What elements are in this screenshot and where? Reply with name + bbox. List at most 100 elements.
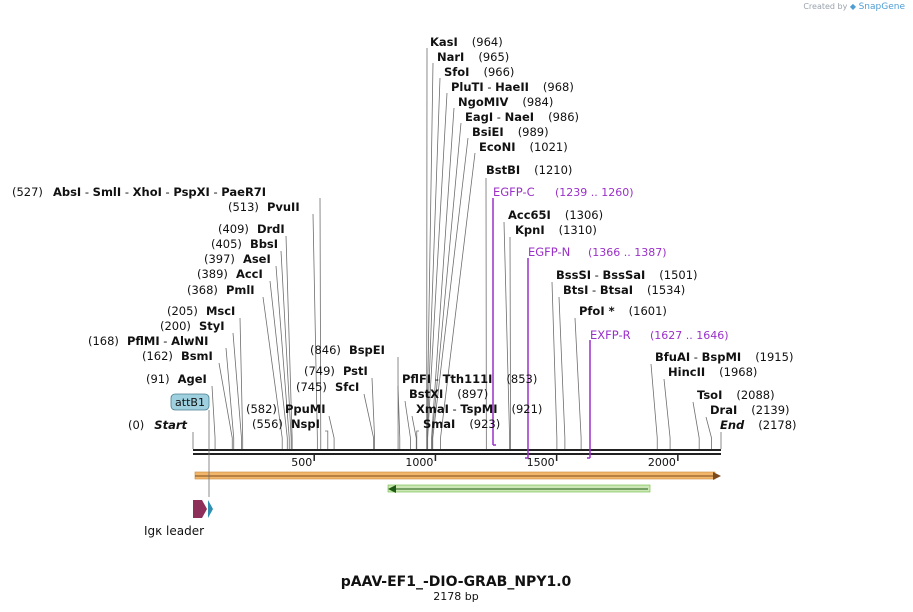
enzyme-sfci[interactable]: (745) SfcI xyxy=(296,380,359,394)
enzyme-leader-line xyxy=(218,362,233,449)
enzyme-leader-line xyxy=(262,296,283,449)
map-title: pAAV-EF1_-DIO-GRAB_NPY1.0 xyxy=(341,574,572,590)
enzyme-bsiei[interactable]: BsiEI (989) xyxy=(472,125,549,139)
ruler-ticks: 500 1000 1500 2000 xyxy=(291,454,679,469)
enzyme-leader-lines xyxy=(192,47,722,449)
enzyme-leader-line xyxy=(225,347,235,449)
feature-green-span[interactable] xyxy=(387,484,651,493)
enzyme-leader-line xyxy=(509,236,511,449)
feature-arrow-right-icon xyxy=(713,472,721,480)
igk-arrow-icon xyxy=(193,500,207,518)
enzyme-acci[interactable]: (389) AccI xyxy=(197,267,263,281)
enzyme-styi[interactable]: (200) StyI xyxy=(160,319,225,333)
feature-arrow-left-icon xyxy=(388,485,396,493)
enzyme-nari[interactable]: NarI (965) xyxy=(437,50,509,64)
enzyme-leader-line xyxy=(427,92,448,449)
enzyme-leader-line xyxy=(503,221,511,449)
enzyme-leader-line xyxy=(269,280,288,449)
enzyme-asei[interactable]: (397) AseI xyxy=(204,252,271,266)
created-by-text: Created by xyxy=(803,2,848,11)
start-label: (0) Start xyxy=(128,418,188,432)
enzyme-leader-line xyxy=(431,122,462,449)
enzyme-leader-line xyxy=(363,393,375,449)
enzyme-hincii[interactable]: HincII (1968) xyxy=(668,365,757,379)
enzyme-leader-line xyxy=(663,378,671,449)
snapgene-logo-icon: ◆ xyxy=(849,2,857,11)
enzyme-leader-line xyxy=(211,385,216,449)
enzyme-xmai-tspmi[interactable]: XmaI - TspMI (921) xyxy=(416,402,542,416)
enzyme-absi-group[interactable]: (527) AbsI - SmlI - XhoI - PspXI - PaeR7I xyxy=(12,185,266,199)
enzyme-nspi[interactable]: (556) NspI xyxy=(252,417,320,431)
snapgene-credit: Created by ◆ SnapGene xyxy=(803,2,905,12)
enzyme-leader-line xyxy=(551,281,558,449)
enzyme-pflfi-tth111i[interactable]: PflFI - Tth111I (853) xyxy=(402,372,537,386)
enzyme-leader-line xyxy=(371,377,375,449)
enzyme-bstxi[interactable]: BstXI (897) xyxy=(409,387,488,401)
enzyme-leader-line xyxy=(280,250,292,449)
enzyme-btsi-btsai[interactable]: BtsI - BtsaI (1534) xyxy=(563,283,685,297)
enzyme-bspei[interactable]: (846) BspEI xyxy=(310,343,385,357)
enzyme-acc65i[interactable]: Acc65I (1306) xyxy=(508,208,603,222)
attb1-label: attB1 xyxy=(175,396,205,409)
enzyme-bfuai-bspmi[interactable]: BfuAI - BspMI (1915) xyxy=(655,350,793,364)
feature-orange-span[interactable] xyxy=(194,471,721,480)
enzyme-agei[interactable]: (91) AgeI xyxy=(146,372,207,386)
ruler-tick-label: 2000 xyxy=(648,456,676,469)
enzyme-leader-line xyxy=(692,401,700,449)
enzyme-bbsi[interactable]: (405) BbsI xyxy=(211,237,278,251)
igk-label: Igκ leader xyxy=(144,524,204,538)
enzyme-pluti-haeii[interactable]: PluTI - HaeII (968) xyxy=(451,80,574,94)
primer-range: (1239 .. 1260) xyxy=(555,186,634,199)
primer-name: EXFP-R xyxy=(590,328,631,342)
attb1-box xyxy=(170,393,210,411)
enzyme-kasi[interactable]: KasI (964) xyxy=(430,35,503,49)
enzyme-drdi[interactable]: (409) DrdI xyxy=(218,222,285,236)
primer-egfp-c[interactable]: EGFP-C (1239 .. 1260) xyxy=(492,185,634,446)
primer-range: (1366 .. 1387) xyxy=(588,246,667,259)
enzyme-pflmi-alwni[interactable]: (168) PflMI - AlwNI xyxy=(88,334,208,348)
enzyme-leader-line xyxy=(312,213,318,449)
snapgene-brand: SnapGene xyxy=(858,2,905,12)
enzyme-leader-line xyxy=(232,332,242,449)
enzyme-leader-line xyxy=(431,107,455,449)
enzyme-bstbi[interactable]: BstBI (1210) xyxy=(486,163,572,177)
enzyme-leader-line xyxy=(285,235,293,449)
primer-egfp-n[interactable]: EGFP-N (1366 .. 1387) xyxy=(525,245,667,459)
teal-feature-icon xyxy=(208,500,213,518)
enzyme-ngomiv[interactable]: NgoMIV (984) xyxy=(458,95,553,109)
enzyme-kpni[interactable]: KpnI (1310) xyxy=(515,223,597,237)
enzyme-leader-line xyxy=(426,77,441,449)
enzyme-msci[interactable]: (205) MscI xyxy=(167,304,235,318)
enzyme-pfoi[interactable]: PfoI * (1601) xyxy=(579,304,667,318)
enzyme-bsssi-bsssai[interactable]: BssSI - BssSaI (1501) xyxy=(556,268,698,282)
enzyme-leader-line xyxy=(239,317,244,449)
enzyme-bsmi[interactable]: (162) BsmI xyxy=(142,349,213,363)
primer-exfp-r[interactable]: EXFP-R (1627 .. 1646) xyxy=(587,328,729,459)
ruler-tick-label: 1500 xyxy=(527,456,555,469)
enzyme-leader-line xyxy=(558,296,566,449)
enzyme-leader-line xyxy=(325,430,329,449)
enzyme-pvuii[interactable]: (513) PvuII xyxy=(228,200,300,214)
enzyme-sfoi[interactable]: SfoI (966) xyxy=(444,65,514,79)
enzyme-leader-line xyxy=(440,152,476,449)
enzyme-pmli[interactable]: (368) PmlI xyxy=(187,283,255,297)
enzyme-leader-line xyxy=(574,317,582,449)
primer-name: EGFP-N xyxy=(528,245,570,259)
ruler-tick-label: 500 xyxy=(291,456,312,469)
enzyme-ppumi[interactable]: (582) PpuMI xyxy=(246,402,326,416)
enzyme-econi[interactable]: EcoNI (1021) xyxy=(479,140,568,154)
enzyme-leader-line xyxy=(416,430,419,449)
enzyme-leader-line xyxy=(275,265,290,449)
enzyme-eagi-naei[interactable]: EagI - NaeI (986) xyxy=(465,110,579,124)
enzyme-psti[interactable]: (749) PstI xyxy=(304,364,368,378)
enzyme-smai[interactable]: SmaI (923) xyxy=(423,417,500,431)
enzyme-tsoi[interactable]: TsoI (2088) xyxy=(697,388,775,402)
primer-range: (1627 .. 1646) xyxy=(650,329,729,342)
enzyme-labels: KasI (964) NarI (965) SfoI (966) PluTI - Ha… xyxy=(12,35,797,432)
enzyme-leader-line xyxy=(319,197,322,449)
feature-attb1[interactable]: attB1 xyxy=(170,393,210,497)
enzyme-leader-line xyxy=(328,415,335,449)
feature-igk-leader[interactable]: Igκ leader xyxy=(144,500,213,538)
enzyme-drai[interactable]: DraI (2139) xyxy=(710,403,790,417)
enzyme-leader-line xyxy=(705,416,712,449)
